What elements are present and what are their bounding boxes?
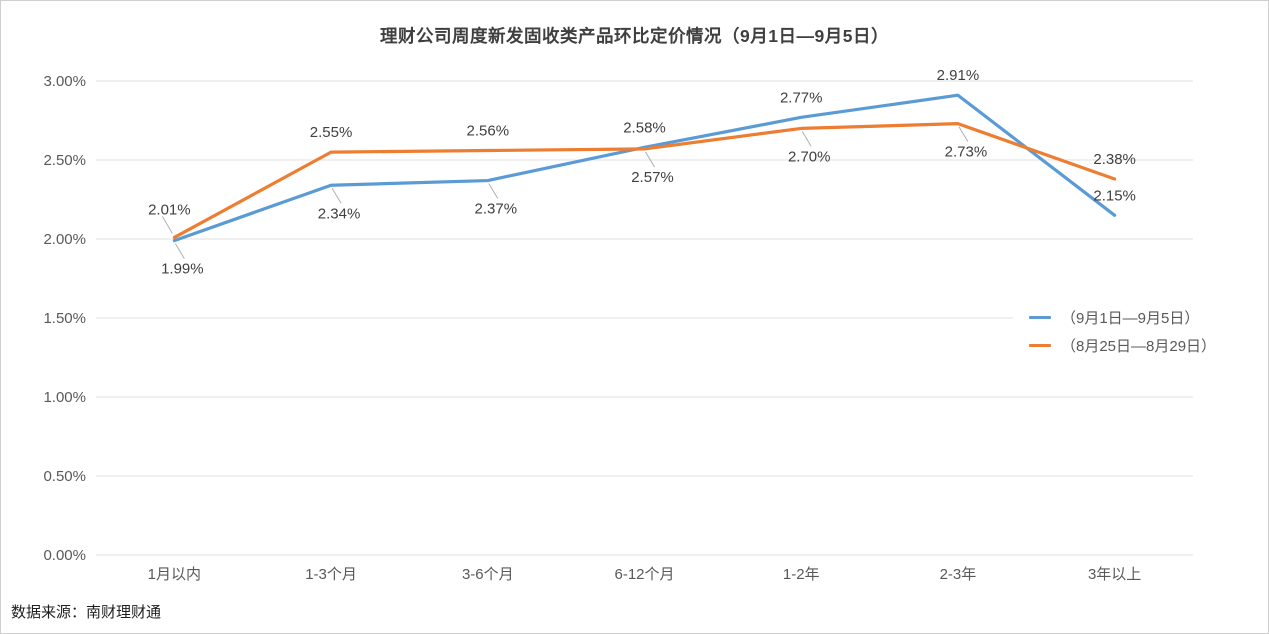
x-axis-category-label: 1-3个月 [305, 566, 357, 583]
y-axis-tick-label: 2.00% [43, 231, 86, 248]
legend-item-sep1-sep5: （9月1日—9月5日） [1029, 304, 1216, 330]
legend-label-aug25-aug29: （8月25日—8月29日） [1061, 337, 1217, 355]
data-point-label: 2.34% [318, 205, 361, 222]
legend-label-sep1-sep5: （9月1日—9月5日） [1061, 309, 1200, 327]
data-point-label: 2.37% [475, 201, 518, 218]
y-axis-tick-label: 3.00% [43, 73, 86, 90]
y-axis-tick-label: 1.00% [43, 389, 86, 406]
x-axis-category-label: 1-2年 [783, 566, 820, 583]
data-point-label: 2.73% [945, 144, 988, 161]
data-label-leader-line [958, 126, 969, 142]
data-label-leader-line [331, 188, 342, 204]
legend-item-aug25-aug29: （8月25日—8月29日） [1029, 332, 1216, 358]
data-point-label: 2.38% [1093, 151, 1136, 168]
data-point-label: 2.58% [623, 119, 666, 136]
x-axis-category-label: 2-3年 [940, 566, 977, 583]
legend: （9月1日—9月5日） （8月25日—8月29日） [1013, 302, 1227, 360]
x-axis-category-label: 6-12个月 [614, 566, 674, 583]
x-axis-category-label: 3年以上 [1088, 566, 1141, 583]
data-label-leader-line [174, 243, 185, 259]
data-point-label: 2.55% [310, 124, 353, 141]
y-axis-tick-label: 1.50% [43, 310, 86, 327]
data-source-note: 数据来源：南财理财通 [11, 604, 162, 621]
data-point-label: 2.57% [631, 169, 674, 186]
data-point-label: 2.56% [467, 123, 510, 140]
data-label-leader-line [645, 151, 655, 168]
data-point-label: 2.01% [148, 201, 191, 218]
data-point-label: 2.91% [937, 67, 980, 84]
y-axis-tick-label: 0.00% [43, 547, 86, 564]
data-label-leader-line [161, 216, 173, 234]
series-line-1 [172, 122, 1117, 240]
x-axis-category-label: 3-6个月 [462, 566, 514, 583]
series-line-0 [172, 93, 1117, 243]
data-point-label: 2.70% [788, 148, 831, 165]
legend-line-marker-blue [1029, 315, 1051, 319]
y-axis-tick-label: 2.50% [43, 152, 86, 169]
x-axis-category-label: 1月以内 [148, 566, 201, 583]
data-label-leader-line [801, 131, 812, 147]
data-point-label: 2.15% [1093, 187, 1136, 204]
data-point-label: 1.99% [161, 261, 204, 278]
y-axis-tick-label: 0.50% [43, 468, 86, 485]
chart-title: 理财公司周度新发固收类产品环比定价情况（9月1日—9月5日） [380, 26, 889, 46]
data-label-leader-line [488, 183, 499, 199]
data-point-label: 2.77% [780, 89, 823, 106]
legend-line-marker-orange [1029, 343, 1051, 347]
